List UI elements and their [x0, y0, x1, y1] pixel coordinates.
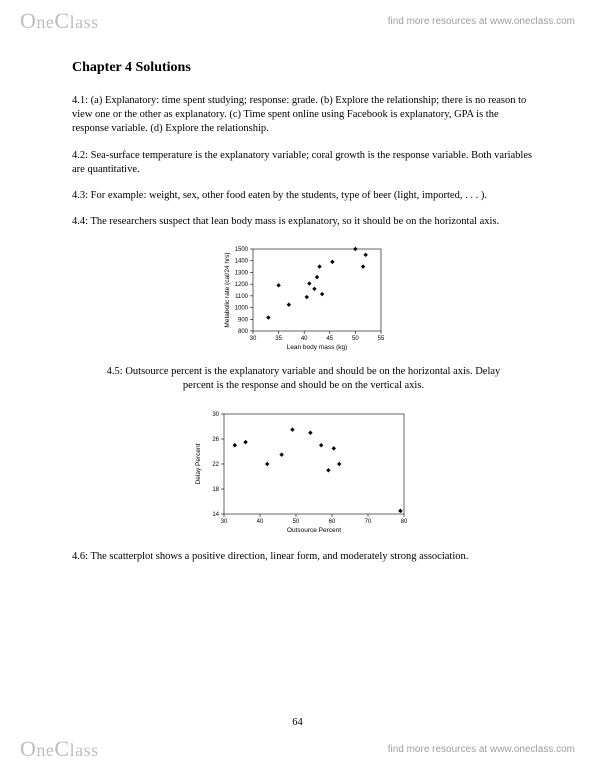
svg-text:1300: 1300 — [234, 271, 248, 277]
svg-text:35: 35 — [275, 336, 282, 342]
svg-text:1200: 1200 — [234, 282, 248, 288]
solution-4-1: 4.1: (a) Explanatory: time spent studyin… — [72, 94, 535, 137]
svg-text:30: 30 — [220, 519, 227, 525]
solution-4-5: 4.5: Outsource percent is the explanator… — [72, 365, 535, 393]
svg-text:14: 14 — [212, 512, 219, 518]
svg-text:900: 900 — [237, 317, 248, 323]
svg-text:800: 800 — [237, 329, 248, 335]
svg-text:22: 22 — [212, 462, 219, 468]
solution-4-2: 4.2: Sea-surface temperature is the expl… — [72, 149, 535, 177]
page-number: 64 — [0, 717, 595, 728]
header-tagline: find more resources at www.oneclass.com — [388, 16, 575, 27]
svg-text:30: 30 — [212, 412, 219, 418]
brand-logo-footer: OneClass — [20, 736, 99, 762]
svg-text:50: 50 — [292, 519, 299, 525]
svg-text:55: 55 — [377, 336, 384, 342]
svg-text:Delay Percent: Delay Percent — [195, 443, 202, 484]
svg-text:45: 45 — [326, 336, 333, 342]
svg-text:Lean body mass (kg): Lean body mass (kg) — [286, 344, 347, 351]
chart-1-container: 30 35 40 45 50 55 800 900 1000 1100 1200 1300 1400 15… — [72, 241, 535, 351]
svg-text:Outsource Percent: Outsource Percent — [286, 527, 340, 534]
content-column: Chapter 4 Solutions 4.1: (a) Explanatory… — [72, 60, 535, 576]
solution-4-6: 4.6: The scatterplot shows a positive di… — [72, 550, 535, 564]
svg-text:18: 18 — [212, 487, 219, 493]
svg-text:40: 40 — [300, 336, 307, 342]
svg-text:1100: 1100 — [235, 294, 249, 300]
svg-text:1500: 1500 — [234, 247, 248, 253]
solution-4-4: 4.4: The researchers suspect that lean b… — [72, 215, 535, 229]
outsource-delay-scatter: 30 40 50 60 70 80 14 18 22 26 30 Outsource Percent D… — [194, 406, 414, 536]
svg-text:30: 30 — [249, 336, 256, 342]
footer-tagline: find more resources at www.oneclass.com — [388, 744, 575, 755]
svg-text:50: 50 — [352, 336, 359, 342]
svg-text:70: 70 — [364, 519, 371, 525]
svg-text:1400: 1400 — [234, 259, 248, 265]
svg-text:Metabolic rate (cal/24 hrs): Metabolic rate (cal/24 hrs) — [224, 253, 231, 328]
footer: OneClass find more resources at www.onec… — [0, 734, 595, 764]
header: OneClass find more resources at www.onec… — [0, 6, 595, 36]
svg-text:26: 26 — [212, 437, 219, 443]
metabolic-rate-scatter: 30 35 40 45 50 55 800 900 1000 1100 1200 1300 1400 15… — [219, 241, 389, 351]
solution-4-3: 4.3: For example: weight, sex, other foo… — [72, 189, 535, 203]
svg-text:80: 80 — [400, 519, 407, 525]
chart-2-container: 30 40 50 60 70 80 14 18 22 26 30 Outsource Percent D… — [72, 406, 535, 536]
svg-text:60: 60 — [328, 519, 335, 525]
svg-text:1000: 1000 — [234, 306, 248, 312]
brand-logo: OneClass — [20, 8, 99, 34]
svg-text:40: 40 — [256, 519, 263, 525]
chapter-title: Chapter 4 Solutions — [72, 60, 535, 76]
